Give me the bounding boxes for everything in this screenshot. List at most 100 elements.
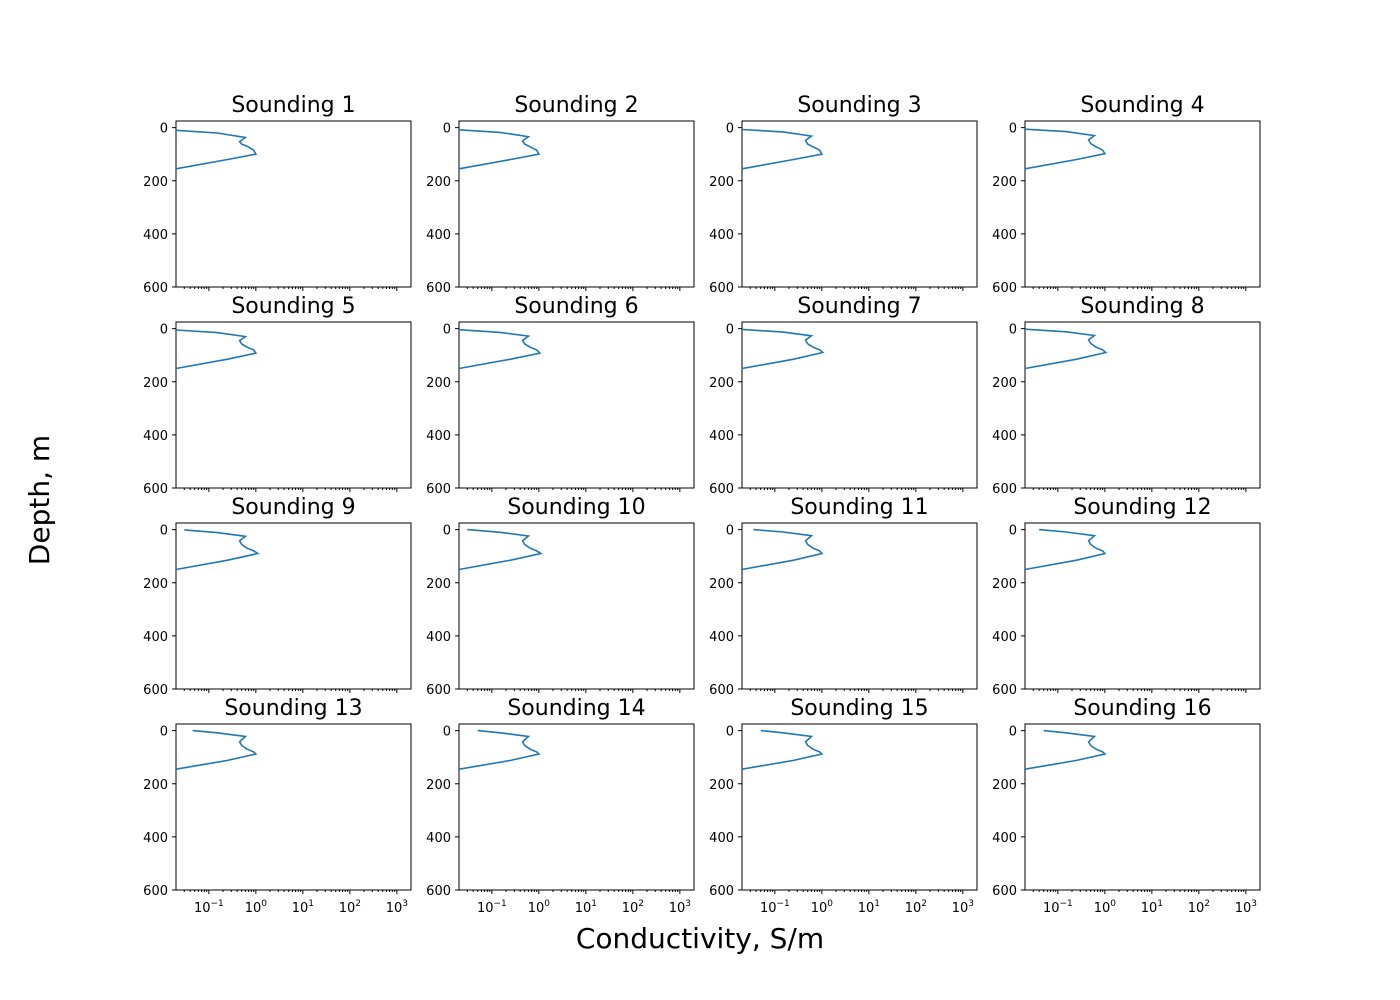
x-tick-label: 10−1: [477, 899, 507, 916]
subplot-10: Sounding 10 0 200 400 600: [426, 495, 695, 698]
y-tick-label: 600: [143, 482, 168, 497]
subplot-title: Sounding 2: [514, 93, 638, 118]
subplot-5: Sounding 5 0 200 400 600: [143, 294, 412, 497]
y-tick-label: 200: [426, 376, 451, 391]
conductivity-profile-line: [175, 529, 260, 571]
x-tick-label: 100: [1094, 899, 1117, 916]
axes-frame: [175, 120, 412, 288]
subplot-7: Sounding 7 0 200 400 600: [709, 294, 978, 497]
conductivity-profile-line: [175, 729, 258, 770]
subplot-title: Sounding 3: [797, 93, 921, 118]
conductivity-profile-line: [741, 528, 824, 571]
axes-frame: [458, 120, 695, 288]
axes-frame: [741, 321, 978, 489]
y-tick-label: 0: [1009, 122, 1017, 137]
y-tick-label: 200: [426, 175, 451, 190]
x-tick-label: 100: [528, 899, 551, 916]
subplot-12: Sounding 12 0 200 400 600: [992, 495, 1261, 698]
conductivity-profile-line: [458, 328, 542, 370]
y-tick-label: 400: [143, 630, 168, 645]
y-tick-label: 0: [443, 122, 451, 137]
y-tick-label: 600: [426, 683, 451, 698]
axes-frame: [458, 723, 695, 891]
x-axis-label: Conductivity, S/m: [576, 922, 824, 955]
y-tick-label: 0: [726, 524, 734, 539]
y-tick-label: 600: [143, 281, 168, 296]
y-tick-label: 0: [726, 323, 734, 338]
subplot-title: Sounding 11: [790, 495, 928, 520]
y-tick-label: 200: [992, 577, 1017, 592]
y-tick-label: 0: [1009, 524, 1017, 539]
subplot-title: Sounding 1: [231, 93, 355, 118]
y-tick-label: 600: [426, 281, 451, 296]
y-tick-label: 200: [709, 778, 734, 793]
y-tick-label: 400: [426, 630, 451, 645]
y-tick-label: 0: [726, 122, 734, 137]
y-tick-label: 200: [992, 778, 1017, 793]
y-tick-label: 400: [709, 429, 734, 444]
conductivity-profile-line: [1024, 729, 1107, 770]
axes-frame: [1024, 723, 1261, 891]
subplot-title: Sounding 13: [224, 696, 362, 721]
x-tick-label: 101: [292, 899, 314, 916]
y-tick-label: 600: [992, 482, 1017, 497]
y-tick-label: 400: [992, 429, 1017, 444]
axes-frame: [741, 723, 978, 891]
axes-frame: [175, 321, 412, 489]
y-tick-label: 200: [143, 175, 168, 190]
subplot-3: Sounding 3 0 200 400 600: [709, 93, 978, 296]
subplot-2: Sounding 2 0 200 400 600: [426, 93, 695, 296]
subplot-title: Sounding 7: [797, 294, 921, 319]
subplot-title: Sounding 8: [1080, 294, 1204, 319]
x-tick-label: 103: [1235, 899, 1257, 916]
y-tick-label: 600: [426, 482, 451, 497]
y-tick-label: 600: [143, 683, 168, 698]
y-tick-label: 400: [143, 429, 168, 444]
y-tick-label: 0: [160, 122, 168, 137]
subplot-13: Sounding 13 0 200 400 600 10−1 100 101 102 103: [143, 696, 412, 916]
subplot-14: Sounding 14 0 200 400 600 10−1 100 101 102 103: [426, 696, 695, 916]
y-tick-label: 200: [992, 175, 1017, 190]
x-tick-label: 102: [1188, 899, 1210, 916]
conductivity-profile-line: [741, 729, 824, 770]
y-tick-label: 400: [426, 831, 451, 846]
x-tick-label: 10−1: [760, 899, 790, 916]
y-tick-label: 0: [1009, 323, 1017, 338]
y-tick-label: 400: [709, 228, 734, 243]
y-tick-label: 400: [992, 831, 1017, 846]
y-tick-label: 600: [426, 884, 451, 899]
axes-frame: [1024, 321, 1261, 489]
subplot-title: Sounding 16: [1073, 696, 1211, 721]
axes-frame: [175, 723, 412, 891]
conductivity-profile-line: [458, 528, 543, 571]
x-tick-label: 101: [575, 899, 597, 916]
conductivity-profile-line: [741, 128, 824, 170]
axes-frame: [1024, 522, 1261, 690]
x-tick-label: 103: [669, 899, 691, 916]
x-tick-label: 10−1: [1043, 899, 1073, 916]
y-tick-label: 0: [726, 725, 734, 740]
conductivity-profile-line: [175, 129, 258, 170]
y-tick-label: 200: [709, 376, 734, 391]
axes-frame: [1024, 120, 1261, 288]
y-tick-label: 200: [143, 577, 168, 592]
x-tick-label: 101: [1141, 899, 1163, 916]
axes-frame: [458, 522, 695, 690]
y-tick-label: 0: [160, 725, 168, 740]
axes-frame: [741, 120, 978, 288]
y-tick-label: 200: [709, 175, 734, 190]
conductivity-profile-line: [458, 729, 541, 770]
y-axis-label: Depth, m: [23, 435, 56, 565]
y-tick-label: 400: [709, 630, 734, 645]
axes-frame: [458, 321, 695, 489]
conductivity-profile-line: [458, 129, 541, 170]
y-tick-label: 400: [709, 831, 734, 846]
y-tick-label: 200: [709, 577, 734, 592]
subplot-8: Sounding 8 0 200 400 600: [992, 294, 1261, 497]
y-tick-label: 600: [143, 884, 168, 899]
subplot-title: Sounding 12: [1073, 495, 1211, 520]
y-tick-label: 600: [709, 884, 734, 899]
y-tick-label: 200: [426, 577, 451, 592]
x-tick-label: 103: [386, 899, 408, 916]
